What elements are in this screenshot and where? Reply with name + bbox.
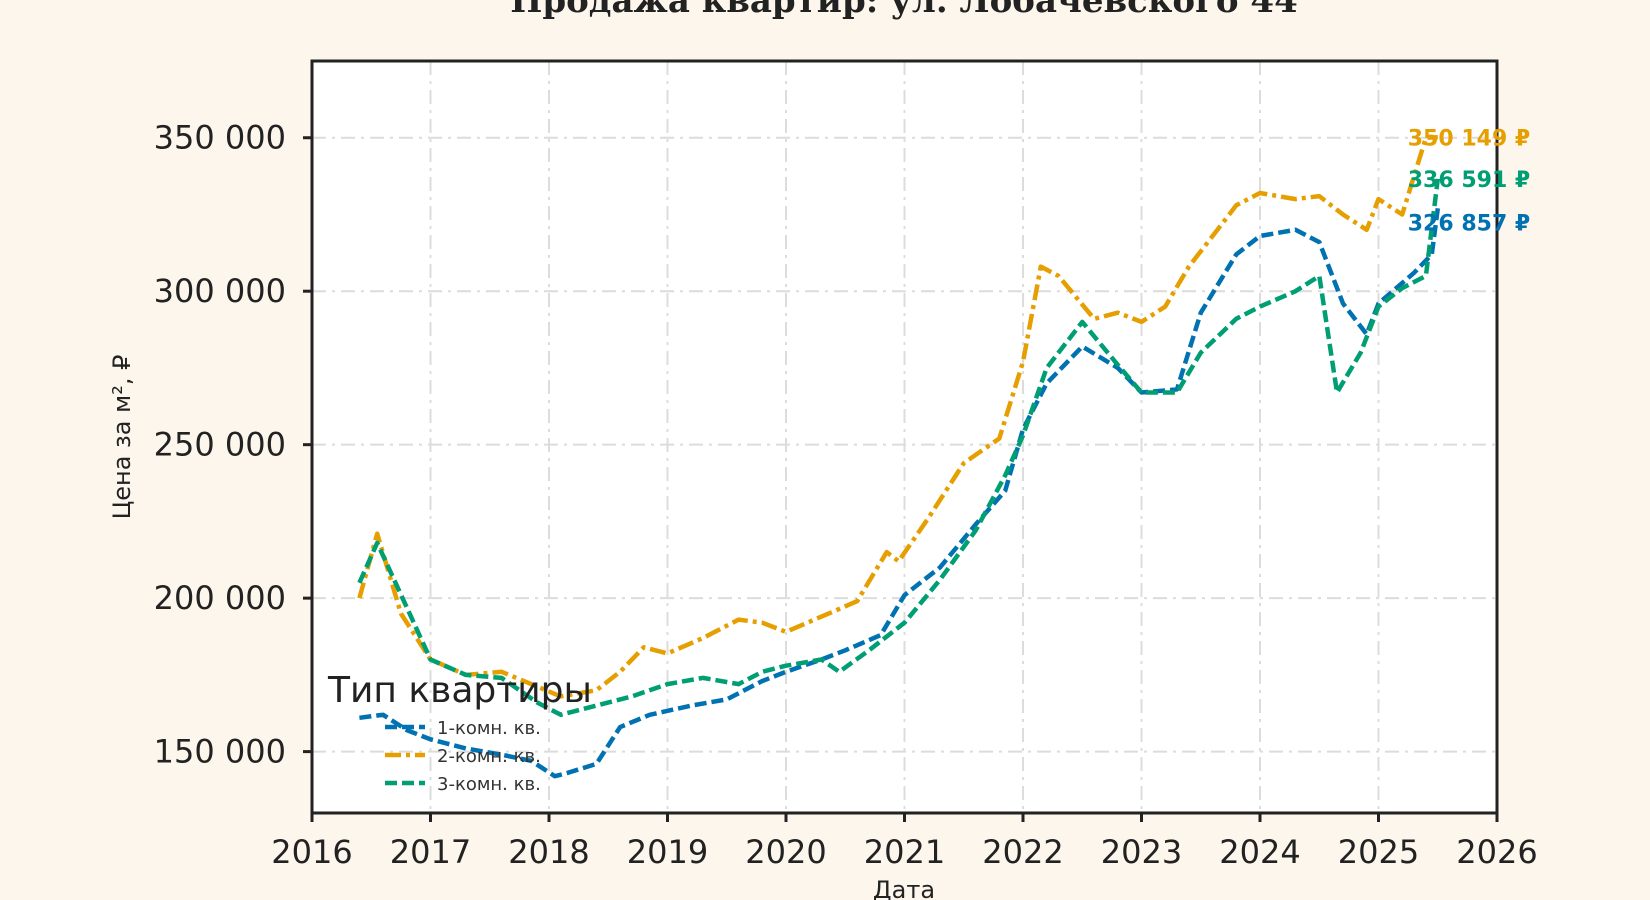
x-axis-label: Дата [873, 876, 935, 900]
end-label-3: 336 591 ₽ [1408, 168, 1530, 193]
x-tick-label: 2024 [1219, 833, 1300, 871]
series-layer [357, 135, 1441, 779]
chart-title: Продажа квартир: ул. Лобачевского 44 [510, 0, 1297, 21]
y-tick-label: 350 000 [154, 119, 286, 157]
x-tick-label: 2026 [1456, 833, 1537, 871]
series-line-3 [357, 178, 1441, 718]
end-label-1: 326 857 ₽ [1408, 211, 1530, 236]
end-label-2: 350 149 ₽ [1408, 126, 1530, 151]
series-line-1 [359, 208, 1441, 779]
x-tick-label: 2020 [745, 833, 826, 871]
legend-label-3: 3-комн. кв. [437, 774, 541, 795]
legend-items: 1-комн. кв. 2-комн. кв. 3-комн. кв. [385, 718, 541, 795]
x-tick-label: 2023 [1101, 833, 1182, 871]
y-tick-label: 300 000 [154, 272, 286, 310]
legend-label-1: 1-комн. кв. [437, 718, 541, 739]
legend: Тип квартиры 1-комн. кв. 2-комн. кв. 3-ком… [327, 670, 592, 795]
y-tick-label: 150 000 [154, 733, 286, 771]
x-tick-label: 2017 [390, 833, 471, 871]
y-tick-label: 200 000 [154, 579, 286, 617]
y-tick-label: 250 000 [154, 426, 286, 464]
end-labels: 326 857 ₽ 350 149 ₽ 336 591 ₽ [1408, 126, 1530, 236]
series-line-2 [357, 135, 1438, 699]
ticks: 2016 2017 2018 2019 2020 2021 2022 2023 2024 2025… [154, 119, 1538, 871]
legend-title: Тип квартиры [327, 670, 592, 711]
x-tick-label: 2016 [271, 833, 352, 871]
x-tick-label: 2019 [627, 833, 708, 871]
legend-label-2: 2-комн. кв. [437, 746, 541, 767]
x-tick-label: 2018 [508, 833, 589, 871]
x-tick-label: 2025 [1338, 833, 1419, 871]
y-axis-label: Цена за м², ₽ [108, 355, 136, 520]
x-tick-label: 2021 [864, 833, 945, 871]
x-tick-label: 2022 [982, 833, 1063, 871]
